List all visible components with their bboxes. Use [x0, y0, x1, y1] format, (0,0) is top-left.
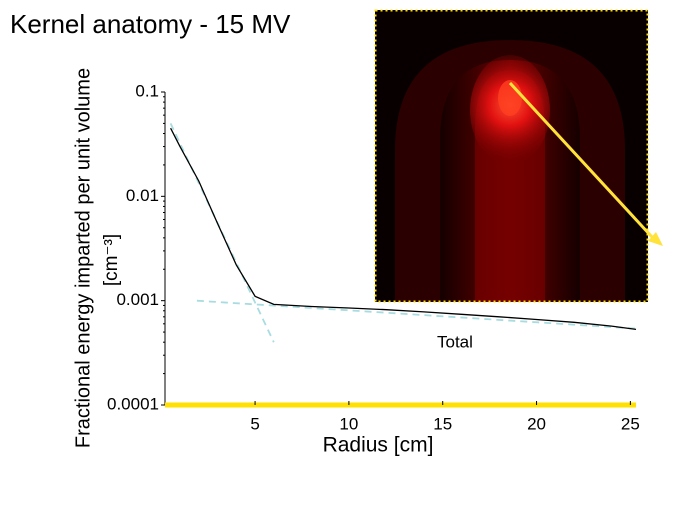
- x-tick-label: 10: [339, 414, 358, 433]
- data-line: [170, 127, 637, 331]
- series-label: Total: [437, 332, 473, 351]
- x-tick-label: 5: [250, 414, 259, 433]
- inset-image: [374, 9, 663, 303]
- y-axis-unit: [cm⁻³]: [101, 234, 122, 286]
- y-tick-label: 0.01: [126, 186, 159, 205]
- y-tick-label: 0.1: [135, 81, 159, 100]
- x-axis-label: Radius [cm]: [323, 434, 434, 457]
- y-axis-label: Fractional energy imparted per unit volu…: [72, 68, 94, 448]
- fit-line: [196, 299, 637, 330]
- y-tick-label: 0.001: [116, 290, 159, 309]
- x-tick-label: 20: [527, 414, 546, 433]
- chart-title: Kernel anatomy - 15 MV: [10, 9, 291, 39]
- x-tick-label: 25: [621, 414, 640, 433]
- x-tick-label: 15: [433, 414, 452, 433]
- y-tick-label: 0.0001: [107, 394, 159, 413]
